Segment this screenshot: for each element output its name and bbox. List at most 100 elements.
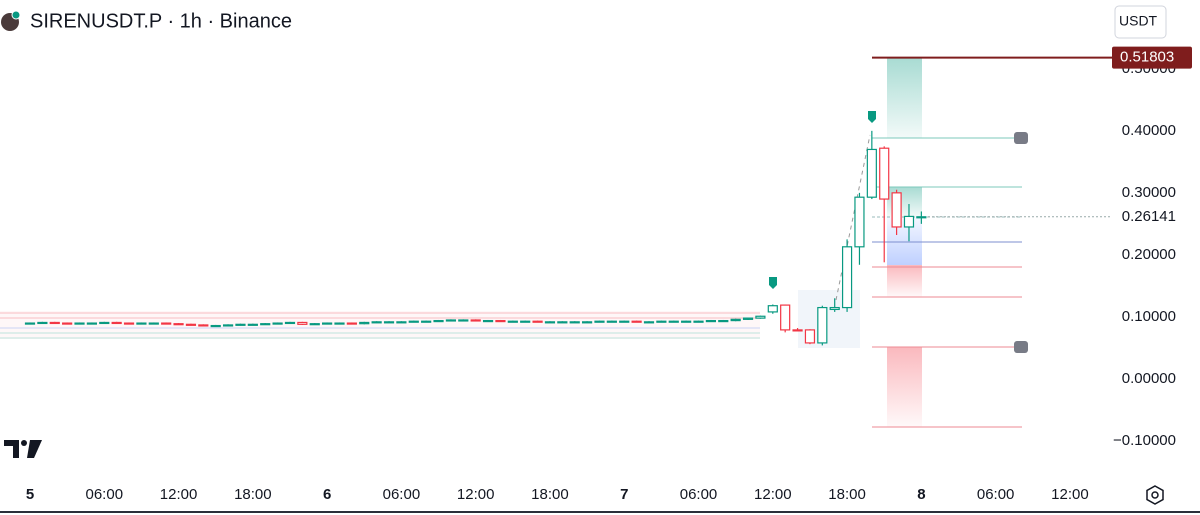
x-tick-label: 12:00 — [457, 486, 495, 503]
candle-body — [260, 323, 271, 326]
candle-body — [99, 321, 110, 325]
x-tick-label: 7 — [620, 486, 628, 503]
candle-body — [284, 321, 296, 325]
candle-body — [817, 306, 828, 344]
symbol-title: SIRENUSDT.P · 1h · Binance — [30, 10, 292, 32]
y-tick-label: 0.30000 — [1122, 184, 1176, 201]
y-tick-label: 0.10000 — [1122, 308, 1176, 325]
y-tick-label: −0.10000 — [1113, 432, 1176, 449]
candle-body — [445, 319, 457, 322]
candle-body — [619, 320, 630, 323]
x-tick-label: 18:00 — [234, 486, 272, 503]
candle-body — [767, 305, 778, 313]
candle-body — [532, 320, 543, 323]
candle-body — [74, 322, 85, 325]
candle-body — [755, 315, 766, 319]
candle-body — [482, 319, 494, 323]
candle-body — [49, 321, 60, 325]
candle-body — [222, 324, 234, 327]
settings-icon[interactable] — [1146, 485, 1164, 505]
candle-body — [396, 321, 407, 324]
candle-body — [780, 304, 791, 331]
candle-body — [544, 321, 556, 324]
candle-body — [235, 323, 246, 326]
candle-body — [198, 324, 209, 327]
alert-price-label: 0.51803 — [1120, 49, 1174, 66]
x-tick-label: 18:00 — [828, 486, 866, 503]
candle-body — [569, 321, 580, 324]
tv-logo — [4, 440, 42, 458]
y-tick-label: 0.00000 — [1122, 370, 1176, 387]
header: SIRENUSDT.P · 1h · Binance USDT — [1, 5, 1167, 39]
candle-body — [841, 246, 853, 309]
candle-body — [86, 322, 98, 325]
currency-label[interactable]: USDT — [1119, 13, 1158, 29]
x-tick-label: 06:00 — [86, 486, 124, 503]
x-tick-label: 18:00 — [531, 486, 569, 503]
drawings — [0, 58, 1028, 428]
candle-body — [594, 320, 605, 323]
candle-body — [495, 319, 506, 323]
alert-price-box — [1112, 46, 1192, 69]
x-tick-label: 06:00 — [383, 486, 421, 503]
x-tick-label: 12:00 — [1051, 486, 1089, 503]
candle-body — [62, 322, 73, 325]
candle-body — [718, 319, 729, 323]
candle-body — [854, 196, 865, 248]
candle-body — [433, 319, 444, 323]
candle-body — [643, 321, 655, 324]
candle-body — [829, 306, 840, 311]
candle-body — [705, 319, 717, 323]
candle-body — [371, 321, 382, 324]
candle-body — [383, 321, 395, 324]
candle-body — [173, 323, 184, 326]
candle-body — [210, 324, 221, 328]
candle-body — [185, 323, 197, 326]
candle-body — [693, 320, 704, 323]
candle-body — [470, 319, 481, 322]
candle-body — [37, 321, 48, 325]
candle-body — [123, 322, 135, 325]
candle-body — [148, 322, 159, 325]
candle-body — [136, 322, 147, 325]
candle-body — [334, 322, 345, 325]
candle-body — [581, 321, 593, 324]
candle-body — [272, 322, 283, 325]
candle-body — [161, 322, 172, 325]
candle-body — [359, 321, 370, 325]
x-tick-label: 12:00 — [160, 486, 198, 503]
candle-body — [903, 215, 915, 228]
candle-body — [322, 322, 333, 325]
candle-body — [668, 320, 679, 323]
candle-body — [24, 322, 36, 325]
candle-body — [681, 320, 692, 323]
y-tick-label: 0.40000 — [1122, 122, 1176, 139]
candle-body — [631, 320, 642, 323]
last-price-label: 0.26141 — [1122, 208, 1176, 225]
candle-body — [111, 321, 122, 325]
x-tick-label: 8 — [917, 486, 925, 503]
x-tick-label: 06:00 — [977, 486, 1015, 503]
x-tick-label: 5 — [26, 486, 34, 503]
candle-body — [866, 148, 877, 198]
candle-body — [606, 320, 617, 323]
candle-body — [247, 323, 258, 326]
candle-body — [458, 319, 469, 322]
candle-body — [742, 317, 754, 320]
currency-button[interactable] — [1114, 5, 1167, 39]
candle-body — [804, 329, 816, 344]
x-tick-label: 06:00 — [680, 486, 718, 503]
candle-body — [346, 322, 357, 325]
x-tick-label: 6 — [323, 486, 331, 503]
candle-body — [730, 318, 741, 322]
candle-body — [408, 320, 419, 323]
candle-body — [507, 320, 518, 323]
candle-body — [309, 323, 320, 326]
candle-body — [891, 192, 902, 228]
candle-body — [656, 320, 667, 323]
y-tick-label: 0.20000 — [1122, 246, 1176, 263]
candle-body — [557, 321, 568, 324]
candle-body — [421, 320, 432, 323]
x-tick-label: 12:00 — [754, 486, 792, 503]
